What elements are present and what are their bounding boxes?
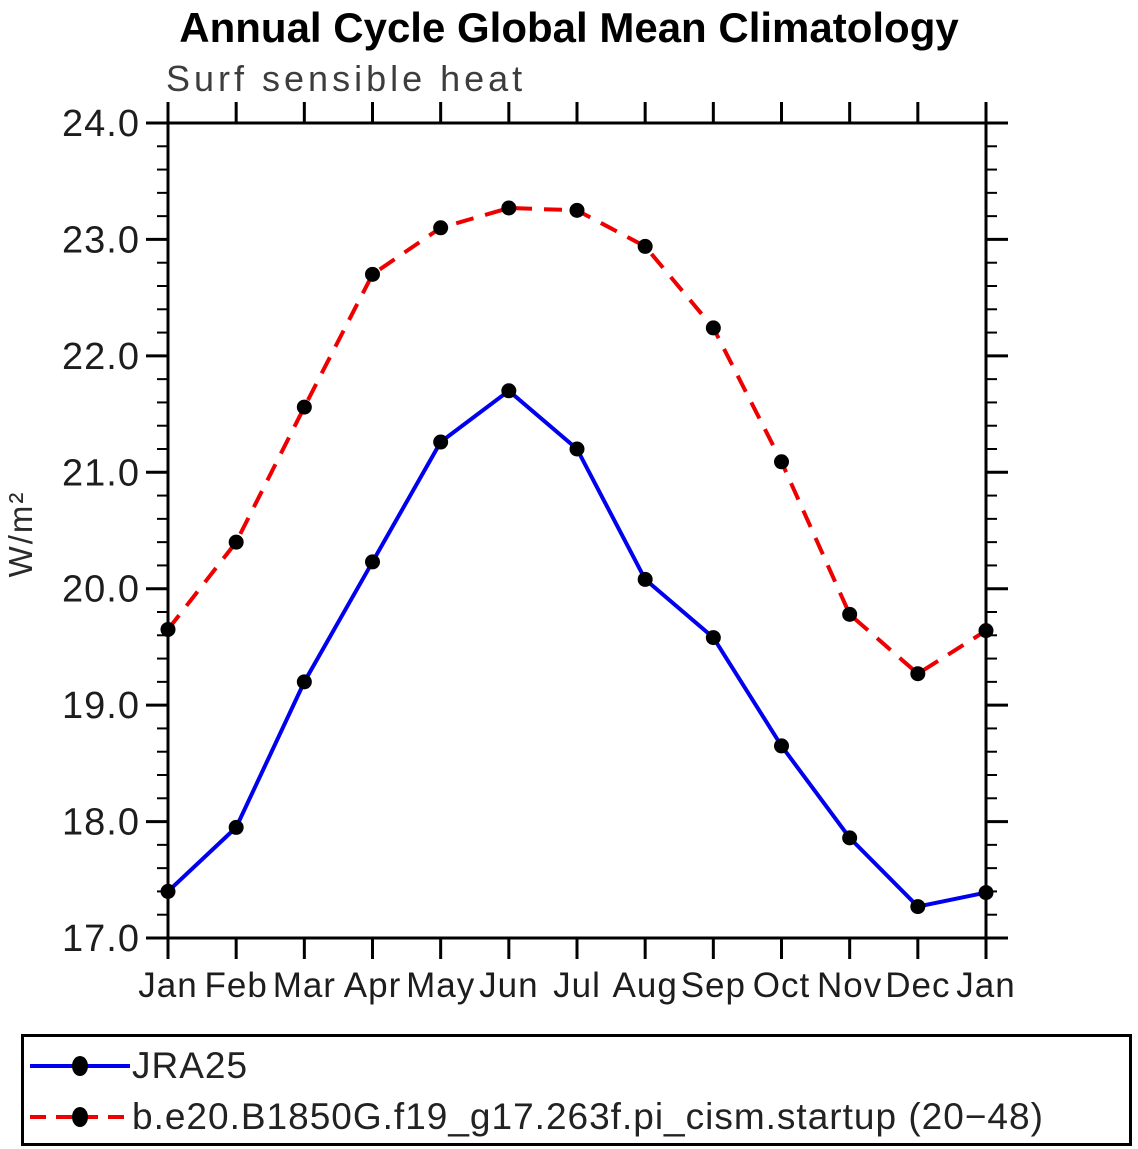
legend-sample-marker — [72, 1107, 88, 1127]
data-point-marker — [910, 666, 926, 682]
legend-label: JRA25 — [132, 1045, 249, 1086]
x-tick-label: Dec — [885, 966, 950, 1005]
chart-title: Annual Cycle Global Mean Climatology — [179, 4, 959, 51]
y-tick-label: 23.0 — [62, 219, 140, 261]
x-tick-label: Jan — [138, 966, 197, 1005]
x-tick-label: Nov — [817, 966, 882, 1005]
y-tick-label: 22.0 — [62, 336, 140, 378]
data-point-marker — [365, 266, 380, 282]
data-point-marker — [705, 320, 721, 336]
series-line-1 — [166, 205, 988, 677]
plot-area: Jan Feb Mar Apr May Jun Jul Aug Sep Oct Nov Dec Jan1… — [62, 102, 1015, 1005]
y-tick-label: 18.0 — [62, 802, 140, 844]
data-point-marker — [433, 220, 449, 236]
data-point-marker — [296, 674, 312, 690]
x-tick-label: Aug — [613, 966, 678, 1005]
y-tick-label: 21.0 — [62, 452, 140, 494]
x-tick-label: Mar — [273, 966, 336, 1005]
data-point-marker — [501, 383, 517, 399]
x-tick-label: Jul — [553, 966, 601, 1005]
data-point-marker — [637, 571, 653, 587]
data-point-marker — [160, 883, 176, 899]
data-point-marker — [569, 441, 585, 457]
data-point-marker — [842, 606, 858, 622]
data-point-marker — [774, 738, 789, 754]
data-point-marker — [296, 399, 312, 415]
x-tick-label: Jun — [479, 966, 538, 1005]
legend-label: b.e20.B1850G.f19_g17.263f.pi_cism.startu… — [132, 1096, 1044, 1137]
data-point-marker — [705, 630, 721, 646]
x-tick-label: Oct — [753, 966, 810, 1005]
legend-sample-marker — [72, 1056, 88, 1076]
data-point-marker — [433, 434, 449, 450]
legend-item-model: b.e20.B1850G.f19_g17.263f.pi_cism.startu… — [28, 1095, 1044, 1139]
legend-box: JRA25 b.e20.B1850G.f19_g17.263f.pi_cism.… — [21, 1034, 1132, 1146]
data-point-marker — [569, 202, 585, 218]
x-tick-label: Jan — [956, 966, 1015, 1005]
x-tick-label: Apr — [344, 966, 401, 1005]
x-tick-label: Feb — [205, 966, 268, 1005]
data-point-marker — [365, 554, 380, 570]
y-tick-label: 19.0 — [62, 685, 140, 727]
y-tick-label: 24.0 — [62, 103, 140, 145]
legend-line-sample-1 — [30, 1107, 130, 1127]
legend-item-jra25: JRA25 — [28, 1044, 248, 1088]
data-point-marker — [228, 534, 244, 550]
x-tick-label: May — [406, 966, 475, 1005]
y-tick-label: 17.0 — [62, 918, 140, 960]
data-point-marker — [978, 623, 994, 639]
plot-frame — [166, 121, 988, 940]
data-point-marker — [910, 899, 926, 915]
x-tick-label: Sep — [681, 966, 746, 1005]
data-point-marker — [501, 200, 517, 216]
legend-line-sample-0 — [30, 1056, 130, 1076]
series-line-0 — [166, 388, 987, 909]
data-point-marker — [978, 885, 994, 901]
data-point-marker — [637, 238, 653, 254]
chart-subtitle: Surf sensible heat — [166, 58, 527, 99]
data-point-marker — [774, 454, 789, 470]
data-point-marker — [842, 830, 858, 846]
y-tick-label: 20.0 — [62, 569, 140, 611]
data-point-marker — [160, 621, 176, 637]
data-point-marker — [228, 819, 244, 835]
